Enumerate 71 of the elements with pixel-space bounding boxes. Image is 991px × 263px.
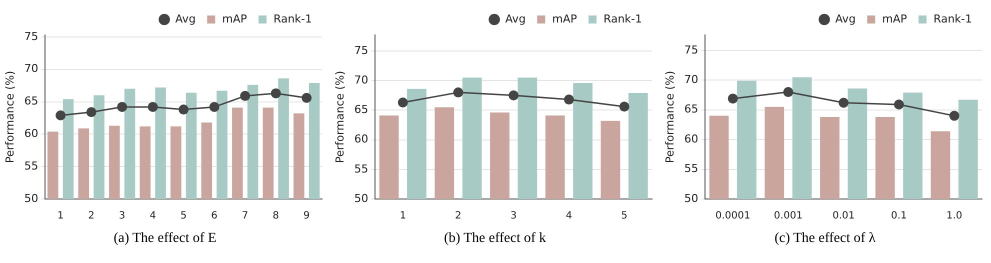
point [838, 98, 849, 108]
y-tick-label: 65 [354, 103, 368, 116]
point [783, 87, 794, 98]
point [453, 87, 464, 98]
point [270, 88, 281, 98]
point [564, 94, 574, 105]
y-tick-label: 75 [24, 30, 38, 43]
legend-label: mAP [882, 12, 908, 26]
legend-label: Rank-1 [604, 12, 642, 26]
y-tick-label: 60 [24, 127, 38, 140]
y-tick-label: 60 [684, 132, 698, 146]
text: (a) The effect of E [114, 231, 216, 247]
x-tick-label: 4 [566, 210, 572, 222]
y-tick-label: 60 [354, 132, 368, 146]
x-tick-label: 3 [118, 210, 126, 222]
y-tick-label: 55 [684, 162, 698, 176]
x-tick-label: 0.1 [891, 210, 907, 222]
x-tick-label: 2 [88, 210, 95, 222]
point [209, 102, 220, 112]
legend-label: Avg [835, 12, 856, 26]
x-tick-label: 6 [211, 210, 218, 222]
point [178, 104, 189, 115]
text: (b) The effect of k [444, 231, 546, 247]
legend-label: Avg [175, 12, 196, 26]
x-tick-label: 4 [150, 210, 156, 222]
legend-label: Rank-1 [934, 12, 972, 26]
y-tick-label: 70 [24, 62, 38, 76]
point [619, 102, 630, 112]
y-tick-label: 50 [24, 192, 38, 205]
y-tick-label: 55 [24, 159, 38, 172]
y-tick-label: 55 [354, 162, 368, 176]
y-axis-title: Performance (%) [333, 70, 346, 164]
x-tick-label: 0.0001 [715, 210, 750, 222]
point [86, 107, 96, 118]
point [894, 100, 904, 110]
y-tick-label: 75 [354, 44, 368, 57]
legend-label: Rank-1 [274, 12, 312, 26]
x-tick-label: 1 [400, 210, 406, 222]
y-tick-label: 50 [684, 192, 698, 205]
y-axis-title: Performance (%) [663, 70, 676, 164]
x-tick-label: 2 [455, 210, 462, 222]
x-tick-label: 3 [510, 210, 517, 222]
x-tick-label: 1 [57, 210, 64, 222]
y-tick-label: 65 [24, 94, 38, 108]
x-tick-label: 7 [242, 210, 248, 222]
x-tick-label: 5 [621, 210, 628, 222]
legend-label: mAP [552, 12, 578, 26]
point [398, 97, 408, 108]
y-tick-label: 65 [684, 102, 698, 116]
point [117, 102, 128, 112]
point [302, 92, 312, 103]
text: (c) The effect of λ [774, 231, 876, 247]
x-tick-label: 0.001 [774, 210, 803, 222]
y-tick-label: 70 [354, 73, 368, 86]
legend-label: mAP [222, 12, 248, 26]
x-tick-label: 5 [180, 210, 187, 222]
point [56, 110, 66, 120]
point [728, 94, 738, 104]
y-axis-title: Performance (%) [3, 70, 16, 164]
x-tick-label: 9 [303, 210, 310, 222]
legend-label: Avg [505, 12, 526, 26]
point [240, 90, 250, 101]
point [508, 90, 519, 100]
y-tick-label: 50 [354, 192, 368, 205]
point [148, 102, 158, 112]
y-tick-label: 70 [684, 73, 698, 86]
x-tick-label: 1.0 [946, 210, 962, 222]
x-tick-label: 8 [272, 210, 280, 222]
point [949, 110, 960, 121]
x-tick-label: 0.01 [832, 210, 855, 222]
y-tick-label: 75 [684, 43, 698, 56]
